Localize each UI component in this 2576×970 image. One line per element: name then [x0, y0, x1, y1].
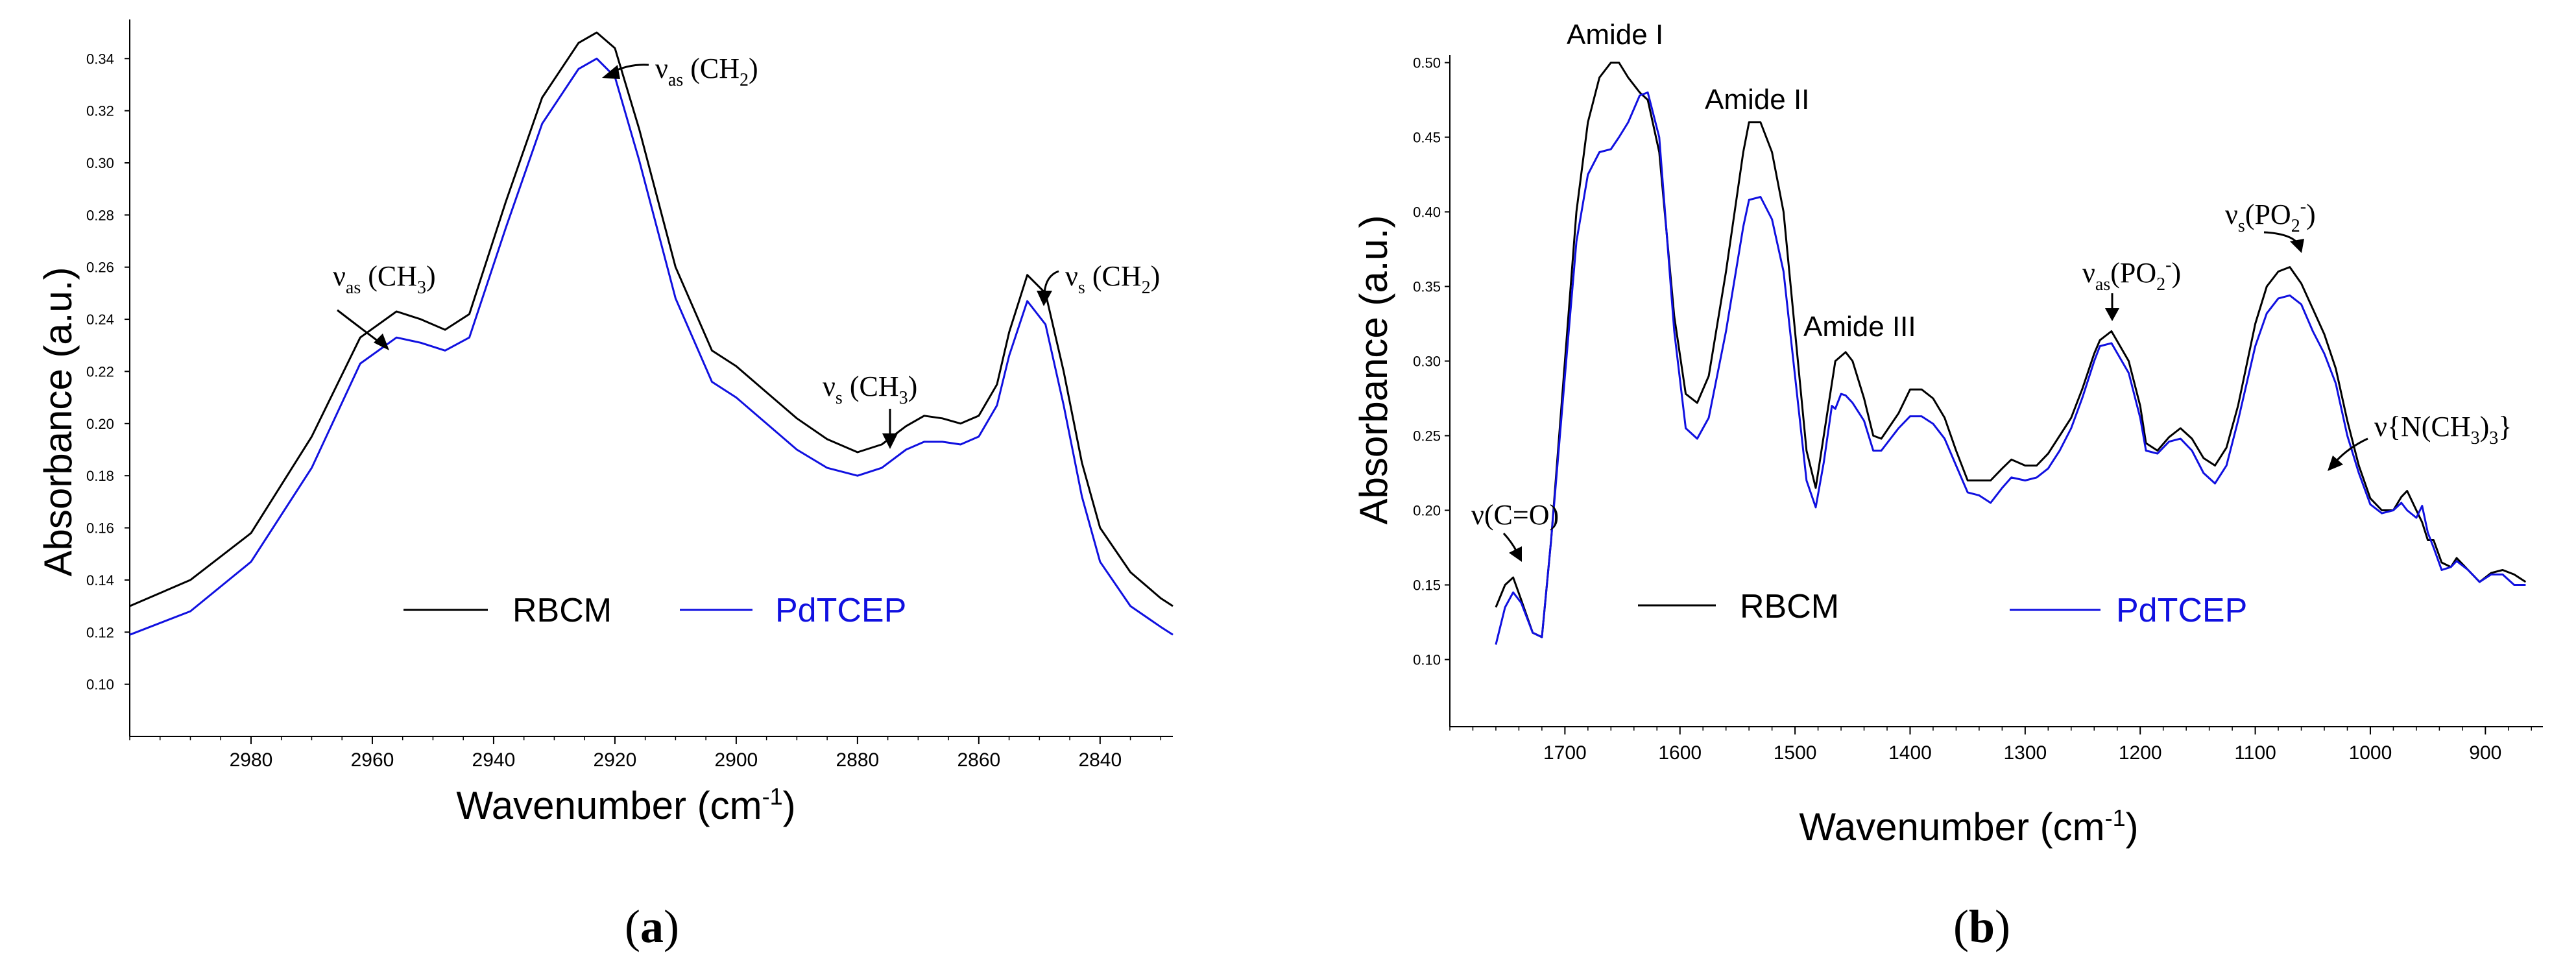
panel-b-series-rbcm	[1495, 62, 2527, 638]
panel-b-x-tick-label: 1200	[2119, 742, 2162, 764]
panel-b-annotation-arrowhead-nu-as-po2	[2105, 308, 2119, 321]
panel-a-y-tick-label: 0.32	[86, 103, 114, 119]
panel-a-plot-area	[129, 19, 1173, 737]
panel-b-plot-area	[1449, 55, 2543, 727]
panel-a-y-tick-label: 0.30	[86, 155, 114, 171]
panel-a-x-axis-title-end: )	[783, 784, 796, 827]
panel-b-series-pdtcep	[1495, 91, 2526, 645]
panel-b-annotation-amide-i: Amide I	[1567, 19, 1663, 51]
panel-b-annotation-arrowhead-nu-s-po2	[2290, 239, 2304, 253]
panel-b-x-tick-label: 900	[2469, 742, 2501, 764]
panel-a-x-tick-label: 2900	[715, 749, 758, 771]
panel-a-label: (a)	[625, 901, 679, 952]
panel-b-x-axis-title-main: Wavenumber (cm	[1799, 805, 2104, 849]
panel-b-x-tick-label: 1500	[1774, 742, 1817, 764]
panel-a-annotations: νas (CH3) νas (CH2) νs (CH3) νs (CH2)	[333, 53, 1160, 449]
panel-a-y-tick-label: 0.14	[86, 572, 114, 588]
panel-b-x-axis-title-end: )	[2126, 805, 2139, 849]
panel-a-y-tick-label: 0.26	[86, 260, 114, 276]
panel-a-y-tick-label: 0.24	[86, 311, 114, 328]
panel-a-annotation-arrowhead-nu-as-ch3	[374, 333, 389, 350]
panel-a-x-tick-label: 2860	[957, 749, 1000, 771]
panel-b-x-tick-label: 1300	[2003, 742, 2047, 764]
panel-a-annotation-nu-as-ch3: νas (CH3)	[333, 260, 436, 298]
panel-b-y-tick-label: 0.15	[1413, 577, 1441, 594]
panel-a-annotation-nu-as-ch2: νas (CH2)	[655, 53, 758, 90]
panel-a-y-tick-label: 0.28	[86, 207, 114, 223]
panel-b-annotation-nu-as-po2: νas(PO2-)	[2082, 255, 2181, 295]
panel-a-x-tick-label: 2960	[351, 749, 394, 771]
panel-a-legend-label-pdtcep: PdTCEP	[775, 592, 906, 629]
panel-b-annotation-arrowhead-nu-n-ch3-3	[2328, 455, 2343, 471]
panel-a-series-pdtcep	[129, 57, 1174, 636]
panel-a-annotation-nu-s-ch2: νs (CH2)	[1065, 260, 1160, 298]
panel-a-x-axis-title: Wavenumber (cm-1)	[456, 783, 795, 827]
panel-b-y-tick-label: 0.50	[1413, 55, 1441, 71]
panel-b-y-tick-label: 0.20	[1413, 503, 1441, 519]
panel-b-annotation-arrowhead-nu-co	[1509, 546, 1522, 562]
panel-b-annotation-amide-ii: Amide II	[1705, 84, 1809, 115]
panel-b-x-axis-title: Wavenumber (cm-1)	[1799, 805, 2138, 849]
panel-b-x-tick-label: 1100	[2234, 742, 2276, 764]
panel-b-x-tick-label: 1600	[1658, 742, 1702, 764]
panel-a-y-tick-label: 0.20	[86, 416, 114, 432]
panel-b-annotations: Amide I Amide II Amide III ν(C=O) νas(PO…	[1471, 19, 2512, 562]
panel-b-y-tick-label: 0.35	[1413, 279, 1441, 295]
panel-b-x-tick-label: 1000	[2349, 742, 2392, 764]
panel-a-y-axis-title: Absorbance (a.u.)	[36, 267, 80, 577]
panel-a-chart: 2980 2960 2940 2920 2900 2880 2860 2840 0.10 0.12…	[36, 19, 1174, 952]
panel-a-y-tick-label: 0.10	[86, 677, 114, 693]
panel-a-legend-label-rbcm: RBCM	[512, 592, 612, 629]
panel-b-x-tick-label: 1700	[1543, 742, 1587, 764]
panel-b-y-tick-label: 0.10	[1413, 652, 1441, 668]
panel-a-x-tick-label: 2980	[230, 749, 273, 771]
panel-a-y-tick-label: 0.34	[86, 51, 114, 67]
panel-b-y-tick-label: 0.45	[1413, 130, 1441, 146]
panel-b-y-tick-label: 0.25	[1413, 428, 1441, 444]
panel-a-x-axis-title-sup: -1	[762, 783, 783, 810]
panel-a-y-tick-label: 0.18	[86, 468, 114, 484]
panel-b-tick-layer: 1700 1600 1500 1400 1300 1200 1100 1000 900 0.10 0…	[1413, 55, 2533, 764]
panel-a-annotation-arrowhead-nu-as-ch2	[602, 65, 620, 79]
panel-a-annotation-arrow-nu-s-ch2	[1043, 270, 1059, 294]
panel-b-legend-label-rbcm: RBCM	[1740, 588, 1839, 625]
panel-a-annotation-nu-s-ch3: νs (CH3)	[823, 370, 917, 408]
panel-b-annotation-arrow-nu-co	[1502, 532, 1518, 552]
panel-b-annotation-nu-s-po2: νs(PO2-)	[2225, 197, 2316, 236]
panel-b-x-axis-title-sup: -1	[2105, 805, 2126, 831]
panel-b-annotation-amide-iii: Amide III	[1803, 311, 1916, 343]
panel-a-x-tick-label: 2840	[1078, 749, 1122, 771]
panel-b-annotation-nu-co: ν(C=O)	[1471, 499, 1559, 531]
panel-a-y-tick-label: 0.16	[86, 520, 114, 537]
panel-b-legend: RBCM PdTCEP	[1638, 588, 2247, 629]
panel-b-x-tick-label: 1400	[1888, 742, 1932, 764]
panel-a-x-tick-label: 2880	[836, 749, 879, 771]
panel-a-x-tick-label: 2920	[594, 749, 637, 771]
panel-a-x-axis-title-main: Wavenumber (cm	[456, 784, 762, 827]
panel-b-chart: 1700 1600 1500 1400 1300 1200 1100 1000 900 0.10 0…	[1352, 19, 2543, 952]
panel-a-tick-layer: 2980 2960 2940 2920 2900 2880 2860 2840 0.10 0.12…	[86, 51, 1162, 771]
panel-b-annotation-nu-n-ch3-3: ν{N(CH3)3}	[2374, 411, 2512, 448]
panel-b-y-tick-label: 0.40	[1413, 204, 1441, 221]
panel-a-x-tick-label: 2940	[472, 749, 516, 771]
panel-a-annotation-arrowhead-nu-s-ch3	[882, 433, 898, 449]
panel-a-y-tick-label: 0.12	[86, 624, 114, 640]
panel-a-y-tick-label: 0.22	[86, 363, 114, 380]
panel-a-legend: RBCM PdTCEP	[403, 592, 906, 629]
panel-b-legend-label-pdtcep: PdTCEP	[2116, 592, 2247, 629]
panel-a-series-layer	[129, 31, 1174, 636]
panel-b-series-layer	[1495, 62, 2527, 645]
panel-b-y-axis-title: Absorbance (a.u.)	[1352, 215, 1395, 525]
panel-b-annotation-arrow-nu-n-ch3-3	[2334, 437, 2368, 463]
panel-a-series-rbcm	[129, 31, 1174, 607]
panel-b-label: (b)	[1953, 901, 2010, 952]
panel-a-annotation-arrowhead-nu-s-ch2	[1037, 291, 1052, 306]
panel-b-y-tick-label: 0.30	[1413, 354, 1441, 370]
